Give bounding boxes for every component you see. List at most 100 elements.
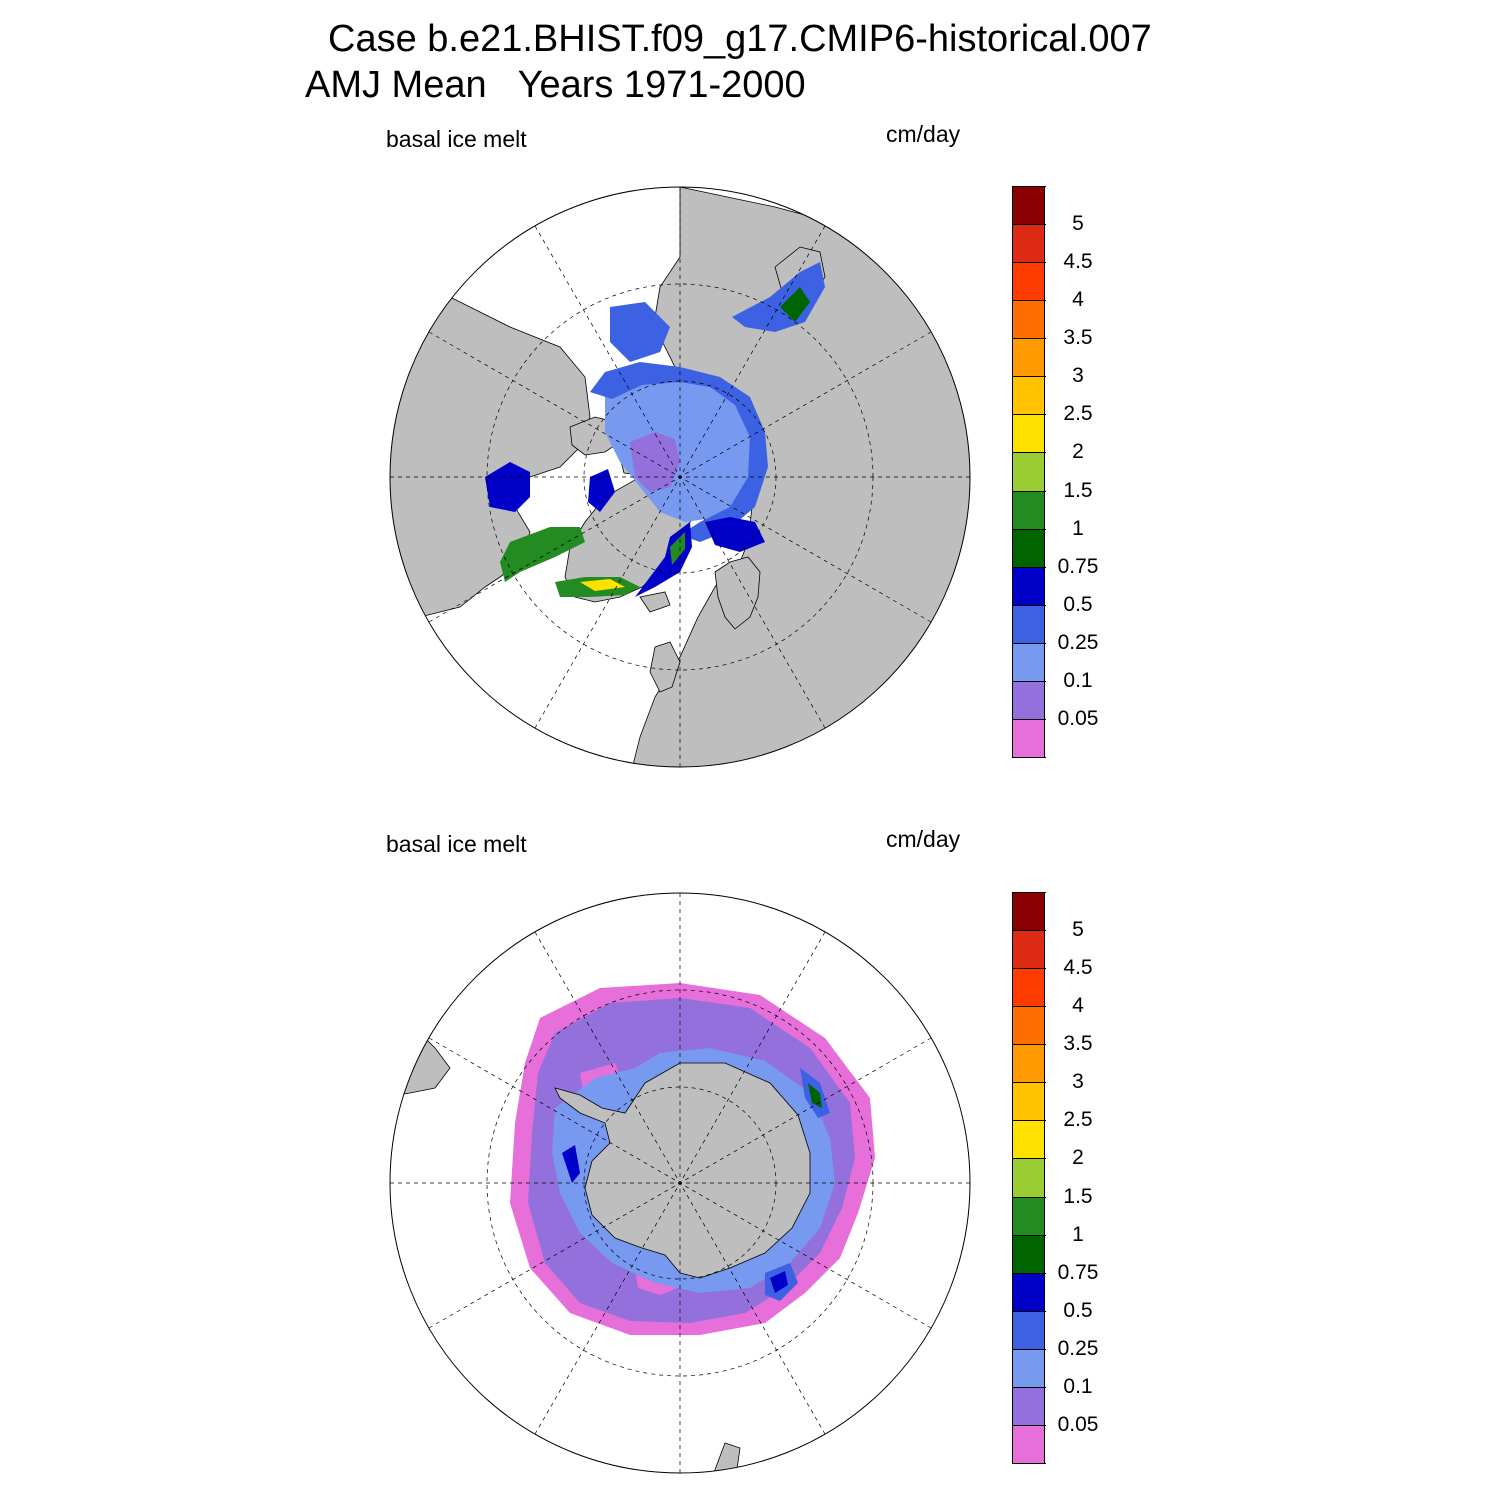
main-title-line1: Case b.e21.BHIST.f09_g17.CMIP6-historica…: [328, 18, 1152, 60]
south-colorbar-box: [1012, 1196, 1045, 1235]
north-colorbar-divider: [1012, 224, 1046, 226]
south-colorbar: [1012, 892, 1046, 1464]
hudson-bay-melt: [485, 462, 530, 512]
north-colorbar-tick-label: 3.5: [1063, 326, 1093, 350]
north-colorbar-tick-label: 3: [1072, 364, 1084, 388]
north-map-svg: [389, 186, 971, 768]
south-colorbar-box: [1012, 1272, 1045, 1311]
north-colorbar-tick-label: 0.5: [1063, 592, 1093, 616]
south-colorbar-box: [1012, 1348, 1045, 1387]
australia-land: [709, 1442, 741, 1473]
north-colorbar-box: [1012, 718, 1045, 757]
north-colorbar-box: [1012, 376, 1045, 415]
south-colorbar-tick-label: 2.5: [1063, 1108, 1093, 1132]
south-colorbar-tick-label: 0.75: [1057, 1260, 1099, 1284]
north-colorbar-box: [1012, 338, 1045, 377]
north-colorbar-tick-label: 5: [1072, 212, 1084, 236]
south-colorbar-divider: [1012, 1310, 1046, 1312]
north-colorbar-tick-label: 0.25: [1057, 630, 1099, 654]
arctic-center-lowest-melt: [630, 432, 680, 492]
north-colorbar-tick-label: 0.1: [1063, 668, 1093, 692]
north-colorbar-divider: [1012, 528, 1046, 530]
north-colorbar-divider: [1012, 490, 1046, 492]
south-colorbar-divider: [1012, 1006, 1046, 1008]
south-colorbar-tick-label: 4: [1072, 994, 1084, 1018]
south-colorbar-divider: [1012, 1158, 1046, 1160]
north-colorbar-box: [1012, 566, 1045, 605]
north-colorbar-divider: [1012, 414, 1046, 416]
south-colorbar-box: [1012, 1158, 1045, 1197]
north-colorbar-divider: [1012, 718, 1046, 720]
south-colorbar-divider: [1012, 968, 1046, 970]
south-colorbar-box: [1012, 1082, 1045, 1121]
south-colorbar-box: [1012, 1386, 1045, 1425]
africa-land: [939, 893, 970, 944]
amundsen-high-melt: [770, 1271, 788, 1293]
north-colorbar-box: [1012, 642, 1045, 681]
south-colorbar-divider: [1012, 1272, 1046, 1274]
north-colorbar-divider: [1012, 757, 1046, 758]
arctic-margin-melt: [590, 362, 768, 542]
north-graticule: [390, 187, 970, 767]
south-colorbar-box: [1012, 892, 1045, 931]
north-colorbar-tick-label: 1.5: [1063, 478, 1093, 502]
okhotsk-sea-high-melt: [780, 287, 810, 322]
north-colorbar-divider: [1012, 338, 1046, 340]
south-colorbar-tick-label: 0.25: [1057, 1336, 1099, 1360]
south-graticule: [390, 893, 970, 1473]
south-colorbar-box: [1012, 1120, 1045, 1159]
north-colorbar-box: [1012, 300, 1045, 339]
south-units-label: cm/day: [886, 826, 961, 852]
labrador-sea-melt: [500, 527, 585, 582]
north-colorbar-tick-label: 0.05: [1057, 706, 1099, 730]
greenland-south-peak-melt: [580, 579, 625, 591]
south-colorbar-divider: [1012, 1196, 1046, 1198]
north-colorbar-divider: [1012, 262, 1046, 264]
south-colorbar-divider: [1012, 930, 1046, 932]
north-colorbar-box: [1012, 680, 1045, 719]
barents-sea-melt: [705, 517, 765, 552]
east-antarctic-peak-core: [808, 1083, 822, 1108]
north-colorbar-divider: [1012, 300, 1046, 302]
north-colorbar-tick-label: 4.5: [1063, 250, 1093, 274]
south-colorbar-box: [1012, 1006, 1045, 1045]
south-colorbar-divider: [1012, 1120, 1046, 1122]
south-colorbar-tick-label: 3: [1072, 1070, 1084, 1094]
north-colorbar: [1012, 186, 1046, 758]
north-left-label: basal ice melt: [386, 126, 527, 152]
south-colorbar-tick-label: 4.5: [1063, 956, 1093, 980]
north-colorbar-divider: [1012, 604, 1046, 606]
bering-sea-melt: [610, 302, 670, 362]
antarctica-land: [554, 1062, 811, 1279]
scandinavia-land: [714, 556, 761, 630]
south-colorbar-box: [1012, 968, 1045, 1007]
north-units-label: cm/day: [886, 121, 961, 147]
north-colorbar-divider: [1012, 452, 1046, 454]
main-title-line2: AMJ Mean Years 1971-2000: [305, 64, 806, 106]
north-colorbar-divider: [1012, 376, 1046, 378]
britain-land: [649, 641, 681, 693]
north-colorbar-divider: [1012, 680, 1046, 682]
south-colorbar-divider: [1012, 892, 1046, 893]
south-colorbar-divider: [1012, 1234, 1046, 1236]
south-colorbar-box: [1012, 1310, 1045, 1349]
south-left-label: basal ice melt: [386, 831, 527, 857]
south-colorbar-box: [1012, 1044, 1045, 1083]
south-colorbar-tick-label: 0.1: [1063, 1374, 1093, 1398]
north-colorbar-tick-label: 1: [1072, 516, 1084, 540]
south-colorbar-tick-label: 0.05: [1057, 1412, 1099, 1436]
north-colorbar-box: [1012, 528, 1045, 567]
north-colorbar-box: [1012, 224, 1045, 263]
iceland-land: [639, 591, 671, 613]
south-colorbar-tick-label: 1.5: [1063, 1184, 1093, 1208]
weddell-coastal-melt: [562, 1145, 580, 1183]
north-colorbar-box: [1012, 186, 1045, 225]
south-colorbar-box: [1012, 930, 1045, 969]
north-colorbar-divider: [1012, 566, 1046, 568]
south-colorbar-divider: [1012, 1424, 1046, 1426]
north-colorbar-tick-label: 2: [1072, 440, 1084, 464]
south-colorbar-divider: [1012, 1044, 1046, 1046]
north-colorbar-tick-label: 2.5: [1063, 402, 1093, 426]
south-colorbar-tick-label: 1: [1072, 1222, 1084, 1246]
north-colorbar-box: [1012, 490, 1045, 529]
